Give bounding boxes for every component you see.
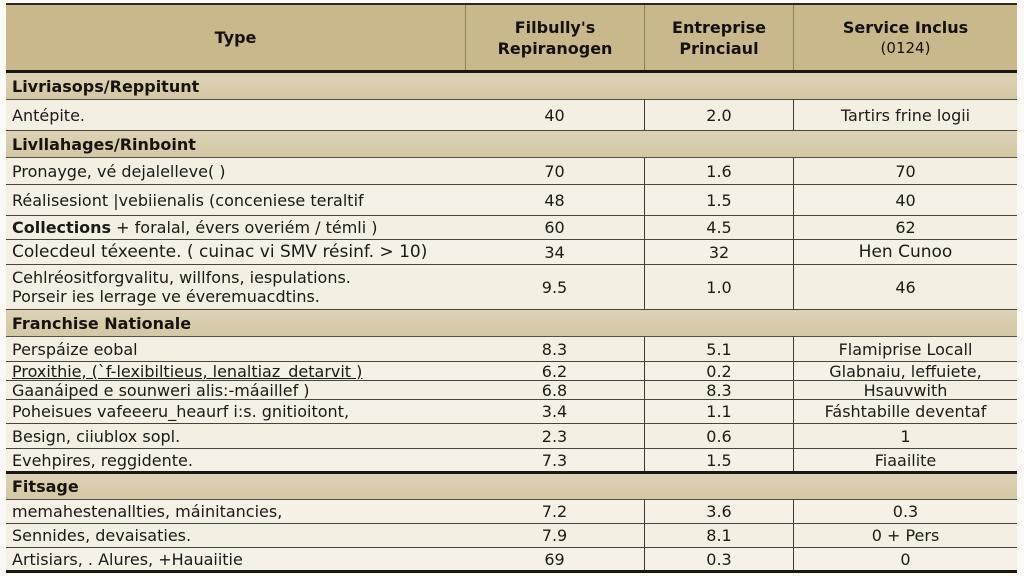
cell-col1: 9.5 xyxy=(541,277,568,297)
cell-type: Collections + foralal, évers overiém / t… xyxy=(6,216,465,239)
header-col3: Service Inclus (0124) xyxy=(793,5,1017,70)
cell-col2: 1.1 xyxy=(644,400,793,423)
cell-col3: 0.3 xyxy=(793,500,1017,523)
header-col3-line1: Service Inclus xyxy=(842,17,969,37)
cell-col3: 40 xyxy=(793,185,1017,215)
header-col1-line1: Filbully's xyxy=(514,17,596,37)
cell-col1: 60 xyxy=(544,218,565,237)
table-row: Proxithie, (`f-lexibiltieus, lenaltiaz_d… xyxy=(6,362,1017,381)
table-row: Gaanáiped e sounweri alis:-máaillef ) 6.… xyxy=(6,381,1017,400)
cell-col2: 1.6 xyxy=(644,158,793,184)
cell-type: Colecdeul téxeente. ( cuinac vi SMV rési… xyxy=(12,241,428,262)
cell-col3: 46 xyxy=(793,265,1017,309)
cell-col2: 0.2 xyxy=(644,362,793,380)
cell-col3: 0 xyxy=(793,548,1017,570)
cell-type-line2: Porseir ies lerrage ve éveremuacdtins. xyxy=(12,287,320,306)
section-header: Franchise Nationale xyxy=(6,310,1017,337)
header-type-label: Type xyxy=(214,28,257,47)
table-row: Besign, ciiublox sopl. 2.3 0.6 1 xyxy=(6,424,1017,449)
cell-col3: Flamiprise Locall xyxy=(793,337,1017,361)
header-type: Type xyxy=(6,5,465,70)
cell-col1: 6.8 xyxy=(541,381,568,399)
cell-type: Gaanáiped e sounweri alis:-máaillef ) xyxy=(12,381,310,399)
table-row: Cehlréositforgvalitu, willfons, iespulat… xyxy=(6,265,1017,310)
cell-col2: 3.6 xyxy=(644,500,793,523)
cell-type: Pronayge, vé dejalelleve( ) xyxy=(12,161,226,181)
cell-type: Evehpires, reggidente. xyxy=(12,450,193,470)
cell-col3: 1 xyxy=(793,424,1017,448)
cell-col2: 8.3 xyxy=(644,381,793,399)
cell-col1: 7.2 xyxy=(541,502,568,521)
table-row: Collections + foralal, évers overiém / t… xyxy=(6,216,1017,240)
table-header: Type Filbully's Repiranogen Entreprise P… xyxy=(6,5,1017,73)
cell-type: memahestenallties, máinitancies, xyxy=(12,502,283,521)
cell-col1: 40 xyxy=(544,105,565,125)
cell-col1: 70 xyxy=(544,161,565,181)
cell-col1: 6.2 xyxy=(541,362,568,380)
cell-col3: Hen Cunoo xyxy=(793,240,1017,264)
section-header: Fitsage xyxy=(6,474,1017,500)
header-col2-line2: Princiaul xyxy=(679,38,759,58)
cell-col2: 4.5 xyxy=(644,216,793,239)
cell-col3: 0 + Pers xyxy=(793,524,1017,547)
cell-type: Perspáize eobal xyxy=(12,339,138,359)
cell-type: Artisiars, . Alures, +Hauaiitie xyxy=(12,549,243,569)
table-row: Réalisesiont |vebiienalis (conceniese te… xyxy=(6,185,1017,216)
table-row: Pronayge, vé dejalelleve( ) 70 1.6 70 xyxy=(6,158,1017,185)
table-row: Artisiars, . Alures, +Hauaiitie 69 0.3 0 xyxy=(6,548,1017,573)
cell-col3: Fáshtabille deventaf xyxy=(793,400,1017,423)
cell-col3: Hsauvwith xyxy=(793,381,1017,399)
cell-col1: 8.3 xyxy=(541,339,568,359)
header-col1-line2: Repiranogen xyxy=(497,38,613,58)
cell-type: Besign, ciiublox sopl. xyxy=(12,426,181,446)
table-row: Sennides, devaisaties. 7.9 8.1 0 + Pers xyxy=(6,524,1017,548)
cell-type: Réalisesiont |vebiienalis (conceniese te… xyxy=(12,190,364,210)
table-row: Perspáize eobal 8.3 5.1 Flamiprise Local… xyxy=(6,337,1017,362)
cell-col1: 69 xyxy=(544,549,565,569)
cell-col2: 1.5 xyxy=(644,185,793,215)
cell-type: Sennides, devaisaties. xyxy=(12,526,192,545)
cell-col1: 2.3 xyxy=(541,426,568,446)
table-row: Colecdeul téxeente. ( cuinac vi SMV rési… xyxy=(6,240,1017,265)
cell-col2: 8.1 xyxy=(644,524,793,547)
cell-col3: Tartirs frine logii xyxy=(793,100,1017,130)
cell-col2: 1.0 xyxy=(644,265,793,309)
cell-type: Antépite. xyxy=(12,105,86,125)
cell-col3: 62 xyxy=(793,216,1017,239)
cell-col2: 0.6 xyxy=(644,424,793,448)
cell-col3: 70 xyxy=(793,158,1017,184)
cell-col3: Glabnaiu, leffuiete, xyxy=(793,362,1017,380)
header-col2-line1: Entreprise xyxy=(672,17,766,37)
cell-col2: 0.3 xyxy=(644,548,793,570)
table-row: Antépite. 40 2.0 Tartirs frine logii xyxy=(6,100,1017,131)
section-header: Livriasops/Reppitunt xyxy=(6,73,1017,100)
header-col2: Entreprise Princiaul xyxy=(644,5,793,70)
table-row: Evehpires, reggidente. 7.3 1.5 Fiaailite xyxy=(6,449,1017,474)
cell-type-rest: + foralal, évers overiém / témli ) xyxy=(111,218,378,237)
cell-col1: 48 xyxy=(544,190,565,210)
section-header: Livllahages/Rinboint xyxy=(6,131,1017,158)
cell-col2: 32 xyxy=(644,240,793,264)
cell-col3: Fiaailite xyxy=(793,449,1017,471)
cell-type: Poheisues vafeeeru_heaurf i:s. gnitioito… xyxy=(12,402,350,421)
cell-type: Proxithie, (`f-lexibiltieus, lenaltiaz_d… xyxy=(12,362,363,380)
cell-col1: 7.3 xyxy=(541,450,568,470)
table-row: Poheisues vafeeeru_heaurf i:s. gnitioito… xyxy=(6,400,1017,424)
cell-col1: 3.4 xyxy=(541,402,568,421)
cell-type-bold: Collections xyxy=(12,218,112,237)
cell-col2: 5.1 xyxy=(644,337,793,361)
cell-col1: 7.9 xyxy=(541,526,568,545)
comparison-table: Type Filbully's Repiranogen Entreprise P… xyxy=(6,3,1017,573)
cell-type: Cehlréositforgvalitu, willfons, iespulat… xyxy=(6,265,465,309)
cell-type-line1: Cehlréositforgvalitu, willfons, iespulat… xyxy=(12,268,351,287)
header-col1: Filbully's Repiranogen xyxy=(465,5,644,70)
cell-col2: 1.5 xyxy=(644,449,793,471)
header-col3-line2: (0124) xyxy=(880,38,931,57)
cell-col2: 2.0 xyxy=(644,100,793,130)
table-row: memahestenallties, máinitancies, 7.2 3.6… xyxy=(6,500,1017,524)
cell-col1: 34 xyxy=(544,242,565,262)
